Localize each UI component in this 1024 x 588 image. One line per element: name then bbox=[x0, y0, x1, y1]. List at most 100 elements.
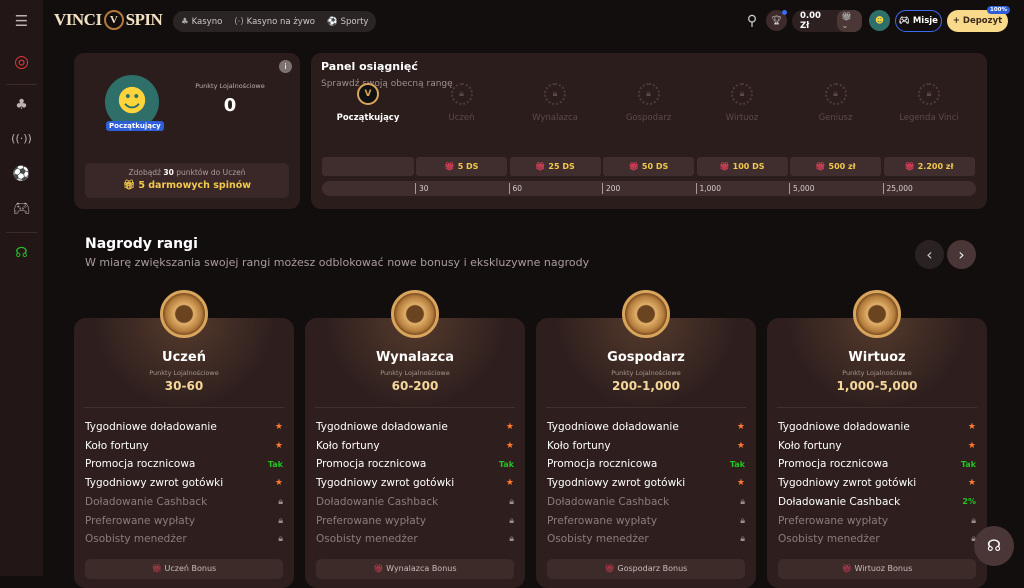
lock-icon: 🔒︎ bbox=[509, 534, 514, 545]
star-icon: ★ bbox=[274, 422, 283, 432]
menu-icon[interactable]: ☰ bbox=[14, 12, 29, 30]
search-icon[interactable]: ⚲ bbox=[746, 13, 758, 29]
feature-label: Preferowane wypłaty bbox=[778, 514, 889, 527]
nav-kasyno-na-zywo[interactable]: (·) Kasyno na żywo bbox=[234, 17, 315, 27]
avatar: ☻ bbox=[105, 75, 159, 129]
lock-icon: 🔒︎ bbox=[509, 496, 514, 507]
goal-text: punktów do Uczeń bbox=[176, 168, 246, 177]
rank-label: Początkujący bbox=[336, 113, 400, 123]
feature-label: Tygodniowe doładowanie bbox=[547, 421, 679, 433]
feature-value: Tak bbox=[267, 459, 283, 469]
info-icon[interactable]: i bbox=[279, 60, 292, 73]
deposit-button[interactable]: + Depozyt 100% bbox=[947, 6, 1010, 32]
support-icon[interactable]: ☊ bbox=[15, 245, 28, 261]
star-icon: ★ bbox=[967, 440, 976, 451]
feature-row: Doładowanie Cashback 🔒︎ bbox=[85, 493, 283, 511]
bonus-label: Uczeń Bonus bbox=[164, 564, 217, 573]
reward-value: 500 zł bbox=[828, 162, 856, 171]
threshold-tick: 60 bbox=[508, 183, 522, 194]
feature-label: Preferowane wypłaty bbox=[547, 514, 658, 527]
rank-bonus-button[interactable]: 🎁︎ Gospodarz Bonus bbox=[547, 559, 745, 579]
star-icon: ★ bbox=[505, 478, 514, 489]
rank-card: Gospodarz Punkty Lojalnościowe 200-1,000 Ty… bbox=[536, 290, 756, 588]
reward-slot-empty bbox=[322, 157, 414, 176]
lock-icon: 🔒︎ bbox=[740, 515, 745, 526]
nav-label: Kasyno na żywo bbox=[246, 16, 315, 27]
logo[interactable]: VINCI V SPIN bbox=[54, 10, 163, 30]
feature-row: Koło fortuny ★ bbox=[85, 437, 283, 455]
feature-row: Tygodniowe doładowanie ★ bbox=[316, 418, 514, 436]
prev-button[interactable]: ‹ bbox=[915, 240, 944, 269]
rank-card: Wynalazca Punkty Lojalnościowe 60-200 Tygod… bbox=[305, 290, 525, 588]
feature-label: Tygodniowe doładowanie bbox=[85, 421, 217, 433]
points-range: 1,000-5,000 bbox=[836, 379, 918, 393]
rank-5: 🔒︎ Geniusz bbox=[789, 83, 883, 123]
support-chat-button[interactable]: ☊ bbox=[974, 526, 1014, 566]
goal-reward: 5 darmowych spinów bbox=[138, 180, 252, 191]
feature-label: Osobisty menedżer bbox=[778, 533, 880, 546]
feature-value: 2% bbox=[962, 497, 976, 507]
divider bbox=[546, 407, 746, 408]
rank-label: Wirtuoz bbox=[725, 113, 759, 123]
lock-icon: 🔒︎ bbox=[740, 496, 745, 507]
points-label: Punkty Lojalnościowe bbox=[380, 369, 450, 377]
trophy-icon[interactable]: 🏆︎ bbox=[766, 10, 787, 31]
feature-row: Preferowane wypłaty 🔒︎ bbox=[778, 512, 976, 530]
gamepad-icon[interactable]: 🎮︎ bbox=[12, 201, 31, 217]
star-icon: ★ bbox=[736, 422, 745, 432]
panel-subtitle: Sprawdź swoją obecną rangę bbox=[321, 79, 453, 89]
feature-row: Koło fortuny ★ bbox=[547, 437, 745, 455]
soccer-ball-icon[interactable]: ⚽ bbox=[12, 166, 31, 182]
progress-bar bbox=[322, 181, 976, 196]
nav-kasyno[interactable]: ♣ Kasyno bbox=[181, 17, 222, 27]
balance[interactable]: 0.00 Zł 🎁︎⌄ bbox=[792, 10, 862, 32]
feature-row: Osobisty menedżer 🔒︎ bbox=[85, 530, 283, 548]
feature-row: Osobisty menedżer 🔒︎ bbox=[316, 530, 514, 548]
feature-row: Tygodniowy zwrot gotówki ★ bbox=[85, 474, 283, 492]
next-rank-box: Zdobądź 30 punktów do Uczeń 🎁︎ 5 darmowy… bbox=[85, 163, 289, 198]
rank-bonus-button[interactable]: 🎁︎ Uczeń Bonus bbox=[85, 559, 283, 579]
points-range: 200-1,000 bbox=[612, 379, 680, 393]
feature-label: Tygodniowy zwrot gotówki bbox=[85, 477, 224, 490]
missions-button[interactable]: 🎮︎ Misje bbox=[895, 10, 942, 32]
gift-icon: 🎁︎ bbox=[719, 162, 730, 171]
divider bbox=[6, 84, 37, 85]
missions-label: Misje bbox=[912, 16, 938, 26]
star-icon: ★ bbox=[736, 440, 745, 451]
points-label: Punkty Lojalnościowe bbox=[149, 369, 219, 377]
cherry-icon[interactable]: ♣ bbox=[15, 97, 28, 113]
lock-icon: 🔒︎ bbox=[637, 83, 660, 105]
nav-label: Sporty bbox=[340, 16, 369, 27]
feature-row: Osobisty menedżer 🔒︎ bbox=[778, 530, 976, 548]
v-badge-icon: V bbox=[357, 83, 379, 105]
gift-dropdown-icon[interactable]: 🎁︎⌄ bbox=[836, 10, 862, 32]
bonus-label: Gospodarz Bonus bbox=[617, 564, 688, 573]
rank-label: Gospodarz bbox=[625, 113, 672, 123]
darts-icon[interactable]: ◎ bbox=[14, 52, 29, 72]
lock-icon: 🔒︎ bbox=[278, 515, 283, 526]
gift-icon: 🎁︎ bbox=[373, 564, 384, 573]
nav-label: Kasyno bbox=[191, 16, 223, 27]
feature-row: Promocja rocznicowa Tak bbox=[85, 455, 283, 473]
rank-label: Legenda Vinci bbox=[899, 113, 959, 123]
divider bbox=[315, 407, 515, 408]
feature-row: Doładowanie Cashback 🔒︎ bbox=[316, 493, 514, 511]
main-nav: ♣ Kasyno (·) Kasyno na żywo ⚽ Sporty bbox=[173, 11, 377, 32]
reward-value: 5 DS bbox=[457, 162, 479, 171]
live-icon[interactable]: ((·)) bbox=[11, 132, 32, 145]
rank-name: Gospodarz bbox=[607, 350, 685, 365]
nav-sporty[interactable]: ⚽ Sporty bbox=[327, 17, 368, 27]
rank-bonus-button[interactable]: 🎁︎ Wirtuoz Bonus bbox=[778, 559, 976, 579]
next-button[interactable]: › bbox=[947, 240, 976, 269]
rank-bonus-button[interactable]: 🎁︎ Wynalazca Bonus bbox=[316, 559, 514, 579]
rank-card: Wirtuoz Punkty Lojalnościowe 1,000-5,000 Ty… bbox=[767, 290, 987, 588]
lock-icon: 🔒︎ bbox=[740, 534, 745, 545]
avatar[interactable]: ☻ bbox=[869, 10, 890, 31]
rank-name: Uczeń bbox=[162, 350, 206, 365]
notification-dot bbox=[782, 10, 787, 15]
rank-medal-icon bbox=[160, 290, 208, 338]
gift-icon: 🎁︎ bbox=[628, 162, 639, 171]
panel-title: Panel osiągnięć bbox=[321, 60, 418, 73]
live-icon: (·) bbox=[234, 16, 244, 27]
gift-icon: 🎁︎ bbox=[604, 564, 615, 573]
